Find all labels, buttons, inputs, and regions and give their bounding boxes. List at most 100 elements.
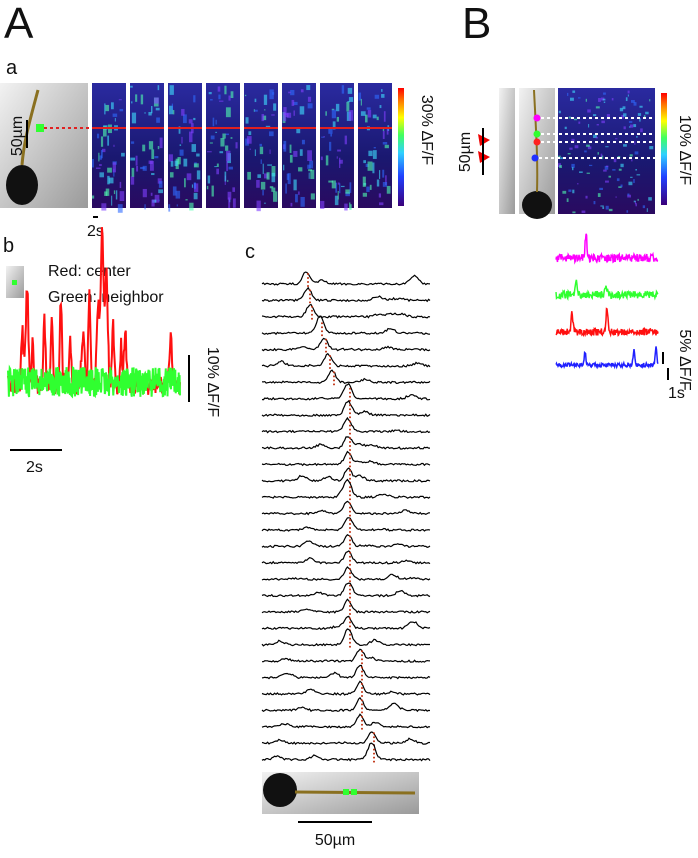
heatmap-noise — [299, 149, 303, 156]
heatmap-noise — [599, 187, 603, 191]
heatmap-noise — [225, 133, 229, 136]
heatmap-noise — [620, 184, 623, 188]
heatmap-noise — [169, 85, 174, 95]
heatmap-noise — [107, 135, 110, 146]
heatmap-noise — [571, 167, 574, 171]
heatmap-noise — [95, 167, 101, 169]
heatmap-noise — [349, 202, 351, 210]
heatmap-noise — [574, 145, 579, 149]
heatmap-noise — [131, 101, 133, 104]
heatmap-noise — [577, 97, 581, 99]
peak-marker — [349, 445, 351, 447]
peak-marker — [349, 469, 351, 472]
peak-marker — [349, 527, 351, 529]
heatmap-noise — [209, 142, 213, 144]
heatmap-noise — [119, 191, 125, 202]
roi — [343, 789, 349, 795]
heatmap-noise — [219, 151, 224, 154]
trace — [261, 286, 431, 303]
heatmap-noise — [634, 141, 636, 145]
heatmap-noise — [648, 197, 652, 201]
trace — [261, 416, 431, 434]
heatmap-noise — [634, 151, 639, 155]
heatmap — [130, 83, 164, 208]
heatmap-noise — [157, 146, 160, 150]
heatmap-noise — [157, 85, 160, 91]
heatmap-noise — [568, 189, 572, 192]
peak-marker — [349, 519, 351, 521]
subpanel-label: a — [6, 57, 18, 79]
heatmap-noise — [300, 89, 304, 93]
heatmap-noise — [613, 158, 617, 163]
heatmap-noise — [183, 158, 188, 167]
peak-marker — [349, 547, 351, 550]
heatmap-noise — [179, 149, 184, 156]
heatmap-noise — [110, 102, 114, 110]
heatmap-noise — [337, 191, 339, 200]
trace — [261, 303, 431, 319]
peak-marker — [361, 691, 363, 693]
heatmap-noise — [320, 156, 323, 161]
peak-marker — [361, 658, 363, 661]
heatmap-noise — [586, 144, 590, 147]
heatmap-noise — [260, 159, 262, 164]
peak-marker — [349, 605, 351, 607]
heatmap-noise — [179, 144, 182, 146]
heatmap-noise — [207, 175, 211, 184]
heatmap-noise — [150, 192, 153, 196]
peak-marker — [309, 297, 311, 300]
heatmap-noise — [215, 119, 217, 125]
peak-marker — [349, 531, 351, 533]
heatmap-noise — [586, 172, 590, 174]
heatmap-noise — [191, 144, 197, 152]
heatmap-noise — [374, 94, 380, 99]
peak-marker — [349, 637, 351, 640]
heatmap-noise — [298, 191, 300, 195]
heatmap-noise — [308, 169, 313, 172]
heatmap-noise — [622, 106, 626, 110]
heatmap-noise — [265, 125, 271, 127]
heatmap-noise — [259, 146, 264, 155]
heatmap-noise — [247, 171, 251, 180]
heatmap-noise — [382, 141, 388, 145]
heatmap-noise — [226, 150, 231, 161]
heatmap-noise — [151, 173, 155, 176]
heatmap-noise — [335, 103, 340, 112]
peak-marker — [349, 555, 351, 558]
peak-marker — [349, 633, 351, 636]
peak-marker — [373, 752, 375, 755]
heatmap-noise — [347, 101, 350, 103]
peak-marker — [311, 305, 313, 308]
trace — [261, 337, 431, 352]
peak-marker — [361, 670, 363, 673]
peak-marker — [349, 391, 351, 394]
heatmap-noise — [222, 133, 226, 139]
peak-marker — [333, 375, 335, 378]
heatmap-noise — [283, 164, 285, 171]
heatmap-noise — [636, 174, 641, 176]
peak-marker — [349, 609, 351, 611]
heatmap-noise — [131, 112, 137, 124]
peak-marker — [321, 334, 323, 337]
heatmap-noise — [171, 103, 173, 110]
heatmap-noise — [381, 94, 385, 98]
heatmap-noise — [142, 144, 146, 152]
heatmap-noise — [295, 194, 298, 203]
amplitude-label: 10% ΔF/F — [204, 347, 221, 417]
peak-marker — [373, 756, 375, 759]
peak-marker — [349, 592, 351, 595]
heatmap-noise — [332, 121, 336, 130]
heatmap-noise — [248, 131, 252, 136]
roi — [12, 280, 17, 285]
heatmap-noise — [608, 175, 612, 178]
peak-marker — [349, 404, 351, 407]
heatmap-noise — [230, 91, 234, 98]
heatmap-noise — [597, 152, 599, 155]
heatmap-noise — [585, 98, 587, 102]
heatmap-noise — [273, 191, 278, 202]
amplitude-label: 5% ΔF/F — [676, 329, 693, 391]
heatmap-noise — [339, 159, 343, 164]
peak-marker — [361, 683, 363, 685]
heatmap-noise — [99, 164, 102, 166]
heatmap-noise — [184, 178, 186, 188]
